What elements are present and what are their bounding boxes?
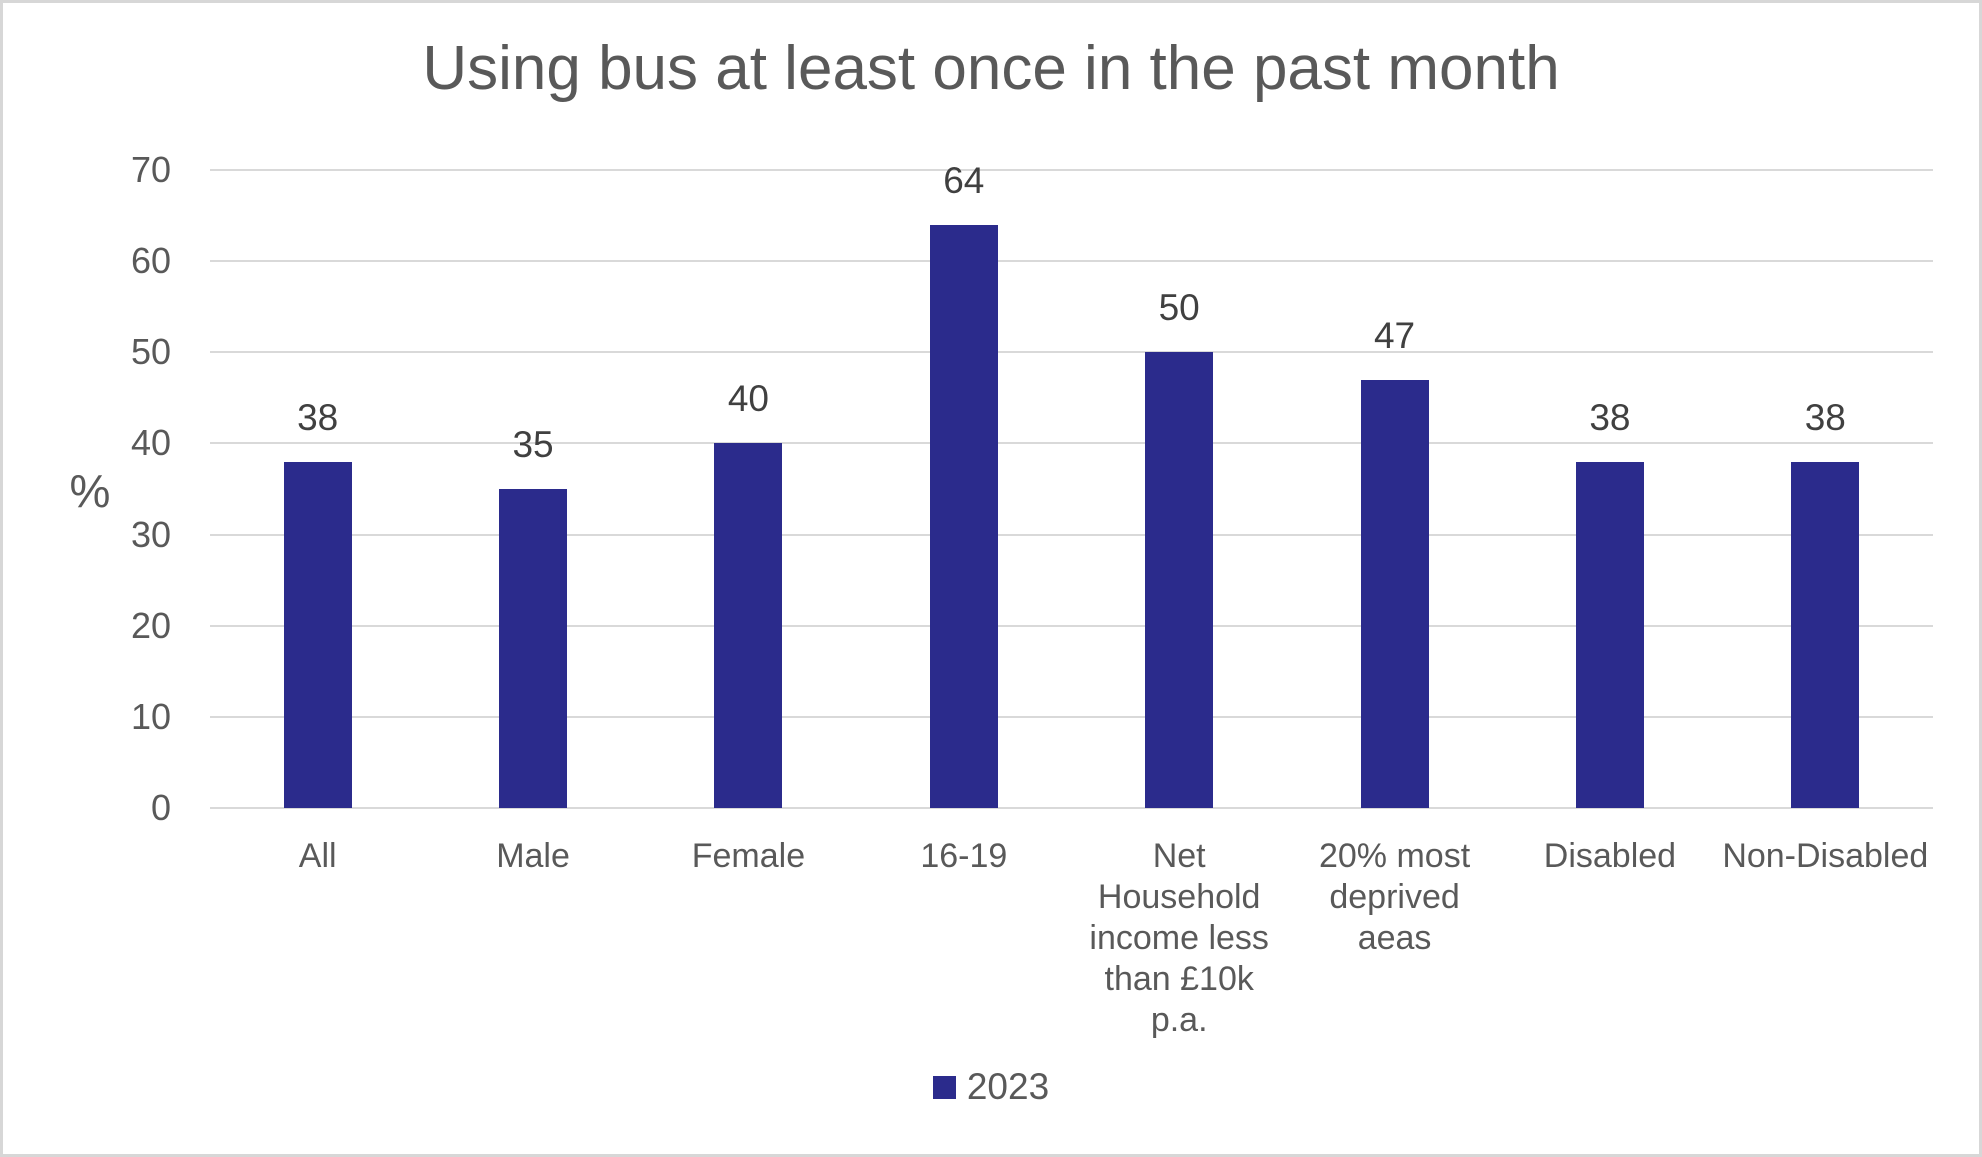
- bar: [1360, 379, 1429, 808]
- y-tick-label: 50: [130, 331, 171, 373]
- chart-title: Using bus at least once in the past mont…: [422, 34, 1560, 103]
- gridline: [210, 533, 1933, 536]
- bar-value-label: 38: [1589, 396, 1631, 438]
- gridline: [210, 715, 1933, 718]
- y-axis-title: %: [69, 465, 111, 517]
- x-category-label: All: [298, 837, 337, 875]
- bar-value-label: 40: [727, 378, 770, 420]
- x-category-label: Disabled: [1543, 837, 1677, 875]
- gridline: [210, 351, 1933, 354]
- legend-label: 2023: [966, 1066, 1050, 1107]
- bar-value-label: 50: [1158, 287, 1200, 329]
- y-tick-label: 10: [130, 695, 171, 737]
- bar-value-label: 38: [1804, 396, 1846, 438]
- bar: [1791, 461, 1860, 808]
- plot-area: 0 10 20 30 40 50 60 70 38 All 35 Male 40 Female 64 16-1…: [3, 3, 1979, 1154]
- legend-swatch-icon: [932, 1075, 956, 1099]
- y-tick-label: 60: [130, 240, 171, 282]
- gridline: [210, 442, 1933, 445]
- bar: [1145, 352, 1214, 808]
- y-tick-label: 30: [130, 513, 171, 555]
- x-category-label: Non-Disabled: [1722, 837, 1929, 875]
- legend: 2023: [3, 1066, 1979, 1108]
- bar: [499, 489, 568, 808]
- gridline: [210, 624, 1933, 627]
- bar-value-label: 35: [512, 424, 554, 465]
- x-category-label: Male: [496, 837, 570, 875]
- gridline: [210, 260, 1933, 263]
- bar: [714, 443, 783, 808]
- bar-value-label: 64: [943, 159, 985, 201]
- bar: [283, 461, 352, 808]
- gridline: [210, 807, 1933, 809]
- y-tick-label: 0: [150, 787, 171, 828]
- y-tick-label: 20: [130, 604, 171, 646]
- x-category-label: Net Household income less than £10k p.a.: [1089, 837, 1269, 1039]
- gridline: [210, 169, 1933, 171]
- bar-value-label: 47: [1373, 314, 1416, 356]
- x-category-label: 20% most deprived aeas: [1318, 837, 1471, 957]
- y-tick-label: 40: [130, 422, 171, 464]
- x-category-label: 16-19: [920, 837, 1008, 875]
- y-tick-label: 70: [130, 149, 171, 190]
- bar: [1575, 461, 1644, 808]
- bar-value-label: 38: [297, 396, 339, 438]
- x-category-label: Female: [691, 837, 806, 875]
- bar: [929, 224, 998, 808]
